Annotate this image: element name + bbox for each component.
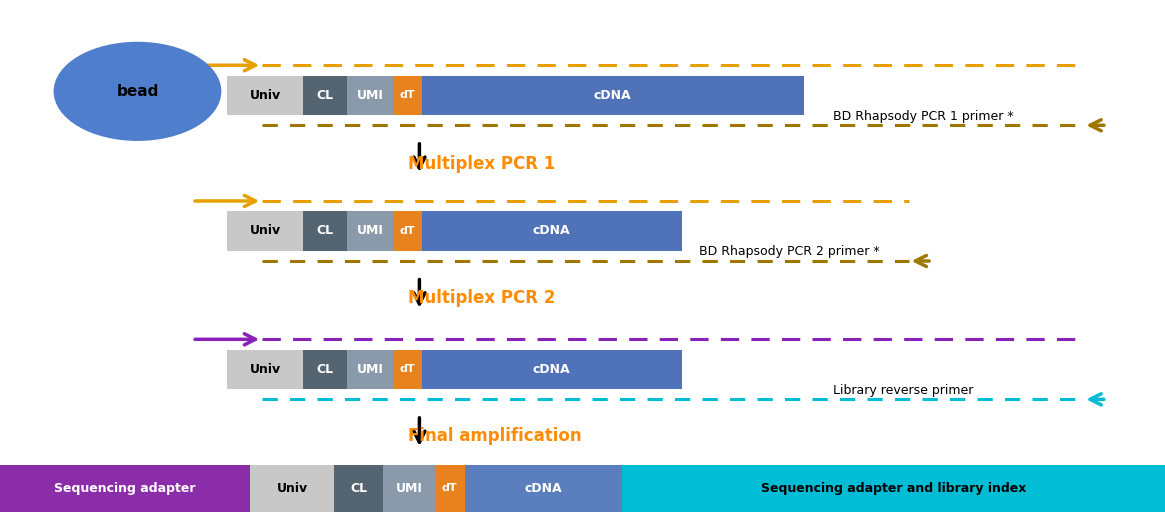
Bar <box>422 211 682 251</box>
Text: Univ: Univ <box>249 363 281 376</box>
Bar <box>394 350 422 389</box>
Text: cDNA: cDNA <box>532 224 571 238</box>
Bar <box>227 76 303 115</box>
Bar <box>347 211 394 251</box>
Text: cDNA: cDNA <box>532 363 571 376</box>
Text: UMI: UMI <box>356 224 384 238</box>
Bar <box>303 211 347 251</box>
Text: UMI: UMI <box>356 363 384 376</box>
Text: Final amplification: Final amplification <box>408 427 581 445</box>
Ellipse shape <box>54 42 221 141</box>
Text: cDNA: cDNA <box>524 482 563 494</box>
Bar <box>394 211 422 251</box>
Text: UMI: UMI <box>356 89 384 102</box>
Bar <box>227 211 303 251</box>
Bar <box>303 350 347 389</box>
Bar <box>383 465 435 512</box>
Bar <box>622 465 1165 512</box>
Text: CL: CL <box>317 89 333 102</box>
Bar <box>465 465 622 512</box>
Text: Multiplex PCR 2: Multiplex PCR 2 <box>408 289 556 306</box>
Text: dT: dT <box>400 90 416 100</box>
Text: BD Rhapsody PCR 1 primer *: BD Rhapsody PCR 1 primer * <box>833 110 1014 123</box>
Text: Multiplex PCR 1: Multiplex PCR 1 <box>408 156 555 173</box>
Bar <box>250 465 334 512</box>
Text: UMI: UMI <box>395 482 423 494</box>
Text: CL: CL <box>317 363 333 376</box>
Bar <box>435 465 465 512</box>
Bar <box>347 350 394 389</box>
Text: Univ: Univ <box>249 89 281 102</box>
Bar <box>303 76 347 115</box>
Text: dT: dT <box>400 226 416 236</box>
Text: CL: CL <box>317 224 333 238</box>
Bar <box>394 76 422 115</box>
Text: dT: dT <box>400 364 416 374</box>
Text: Univ: Univ <box>249 224 281 238</box>
Text: BD Rhapsody PCR 2 primer *: BD Rhapsody PCR 2 primer * <box>699 245 880 258</box>
Text: bead: bead <box>116 84 158 99</box>
Text: cDNA: cDNA <box>594 89 631 102</box>
Text: Sequencing adapter and library index: Sequencing adapter and library index <box>761 482 1026 494</box>
Bar <box>227 350 303 389</box>
Text: dT: dT <box>442 483 458 493</box>
Bar <box>347 76 394 115</box>
Bar <box>0 465 250 512</box>
Bar <box>422 76 804 115</box>
Bar <box>334 465 383 512</box>
Text: Univ: Univ <box>277 482 308 494</box>
Bar <box>422 350 682 389</box>
Text: CL: CL <box>351 482 367 494</box>
Text: Sequencing adapter: Sequencing adapter <box>55 482 196 494</box>
Text: Library reverse primer: Library reverse primer <box>833 384 973 397</box>
